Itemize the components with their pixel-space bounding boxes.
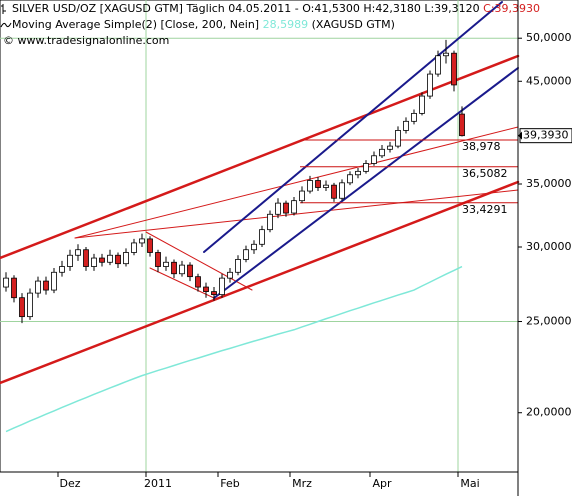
candle-body xyxy=(459,113,465,137)
candle-body xyxy=(211,291,217,296)
candle-body xyxy=(435,55,441,75)
candle-body xyxy=(219,277,225,296)
candle-body xyxy=(395,130,401,147)
trend-line xyxy=(0,180,520,385)
candle-body xyxy=(411,112,417,122)
candle-body xyxy=(227,271,233,279)
marks: 38,978 36,5082 33,4291 xyxy=(3,39,518,433)
candle-body xyxy=(35,280,41,294)
indicator-source: (XAGUSD GTM) xyxy=(312,18,395,31)
candle-body xyxy=(251,243,257,251)
candle-body xyxy=(339,182,345,199)
indicator-name: Moving Average Simple(2) [Close, 200, Ne… xyxy=(12,18,259,31)
last-price-label: 39,3930 xyxy=(523,129,569,142)
candle-body xyxy=(19,297,25,318)
candle-body xyxy=(11,277,17,299)
trend-line xyxy=(74,189,519,239)
candle-body xyxy=(155,252,161,267)
trend-line xyxy=(145,231,253,291)
channel-line xyxy=(203,1,503,253)
y-tick-label: 20,0000 xyxy=(526,406,572,419)
candle-body xyxy=(123,252,129,265)
x-tick-label: Feb xyxy=(220,477,239,490)
grid xyxy=(0,0,518,472)
candle-body xyxy=(403,120,409,131)
candle-body xyxy=(363,163,369,172)
indicator: Moving Average Simple(2) [Close, 200, Ne… xyxy=(12,18,395,31)
candle-body xyxy=(243,249,249,260)
icon xyxy=(0,22,12,28)
trend-line xyxy=(149,267,215,299)
x-tick-label: Apr xyxy=(372,477,392,490)
candle-body xyxy=(91,257,97,267)
candle-body xyxy=(387,145,393,150)
candle-body xyxy=(323,184,329,188)
y-tick-label: 45,0000 xyxy=(526,74,572,87)
candle-body xyxy=(83,249,89,267)
x-tick-label: Dez xyxy=(59,477,80,490)
candle-body xyxy=(283,202,289,214)
candle-body xyxy=(27,292,33,318)
candle-body xyxy=(99,257,105,263)
candle-body xyxy=(355,170,361,176)
chart-title: SILVER USD/OZ [XAGUSD GTM] Täglich 04.05… xyxy=(12,2,540,15)
candle-body xyxy=(107,254,113,263)
last-price-pointer xyxy=(518,131,522,140)
candle-body xyxy=(115,254,121,265)
candle-body xyxy=(419,95,425,114)
candle-body xyxy=(43,280,49,291)
indicator-value: 28,5989 xyxy=(263,18,309,31)
candle-body xyxy=(139,238,145,244)
trend-line xyxy=(74,126,519,239)
candle-body xyxy=(267,213,273,231)
candle-body xyxy=(347,174,353,184)
candle-body xyxy=(51,271,57,291)
candle-body xyxy=(379,148,385,157)
candle-body xyxy=(187,264,193,278)
candle-body xyxy=(451,52,457,86)
candle-body xyxy=(131,242,137,253)
title-close: C:39,3930 xyxy=(483,2,540,15)
legend: SILVER USD/OZ [XAGUSD GTM] Täglich 04.05… xyxy=(0,2,540,47)
candle-body xyxy=(179,264,185,275)
y-tick-label: 30,0000 xyxy=(526,240,572,253)
copyright: © www.tradesignalonline.com xyxy=(3,34,169,47)
candle-body xyxy=(307,180,313,192)
candle-body xyxy=(315,180,321,188)
candle-body xyxy=(331,184,337,199)
x-tick-label: Mrz xyxy=(292,477,312,490)
candle-body xyxy=(427,73,433,97)
axes: 50,0000 45,0000 35,0000 30,0000 25,0000 20,00… xyxy=(57,31,572,490)
y-tick-label: 50,0000 xyxy=(526,31,572,44)
candle-body xyxy=(291,200,297,214)
candle-body xyxy=(147,238,153,253)
candle-body xyxy=(171,261,177,275)
candle-body xyxy=(259,229,265,245)
x-tick-label: Mai xyxy=(460,477,479,490)
candle-body xyxy=(59,266,65,273)
x-tick-label: 2011 xyxy=(144,477,172,490)
y-tick-label: 25,0000 xyxy=(526,315,572,328)
candle-body xyxy=(67,254,73,267)
candle-body xyxy=(275,202,281,215)
candle-body xyxy=(443,52,449,57)
candle-body xyxy=(195,276,201,288)
level-label: 33,4291 xyxy=(462,203,508,216)
icon xyxy=(1,4,6,14)
candle-body xyxy=(3,277,9,288)
y-tick-label: 35,0000 xyxy=(526,177,572,190)
candle-body xyxy=(371,155,377,164)
candle-body xyxy=(235,259,241,273)
channel-line xyxy=(213,67,519,299)
ma-line xyxy=(5,265,463,433)
candle-body xyxy=(75,249,81,256)
candle-body xyxy=(203,286,209,292)
candle-body xyxy=(163,261,169,267)
level-label: 38,978 xyxy=(462,140,501,153)
candle-body xyxy=(299,190,305,202)
level-label: 36,5082 xyxy=(462,167,508,180)
title: SILVER USD/OZ [XAGUSD GTM] Täglich 04.05… xyxy=(12,2,480,15)
